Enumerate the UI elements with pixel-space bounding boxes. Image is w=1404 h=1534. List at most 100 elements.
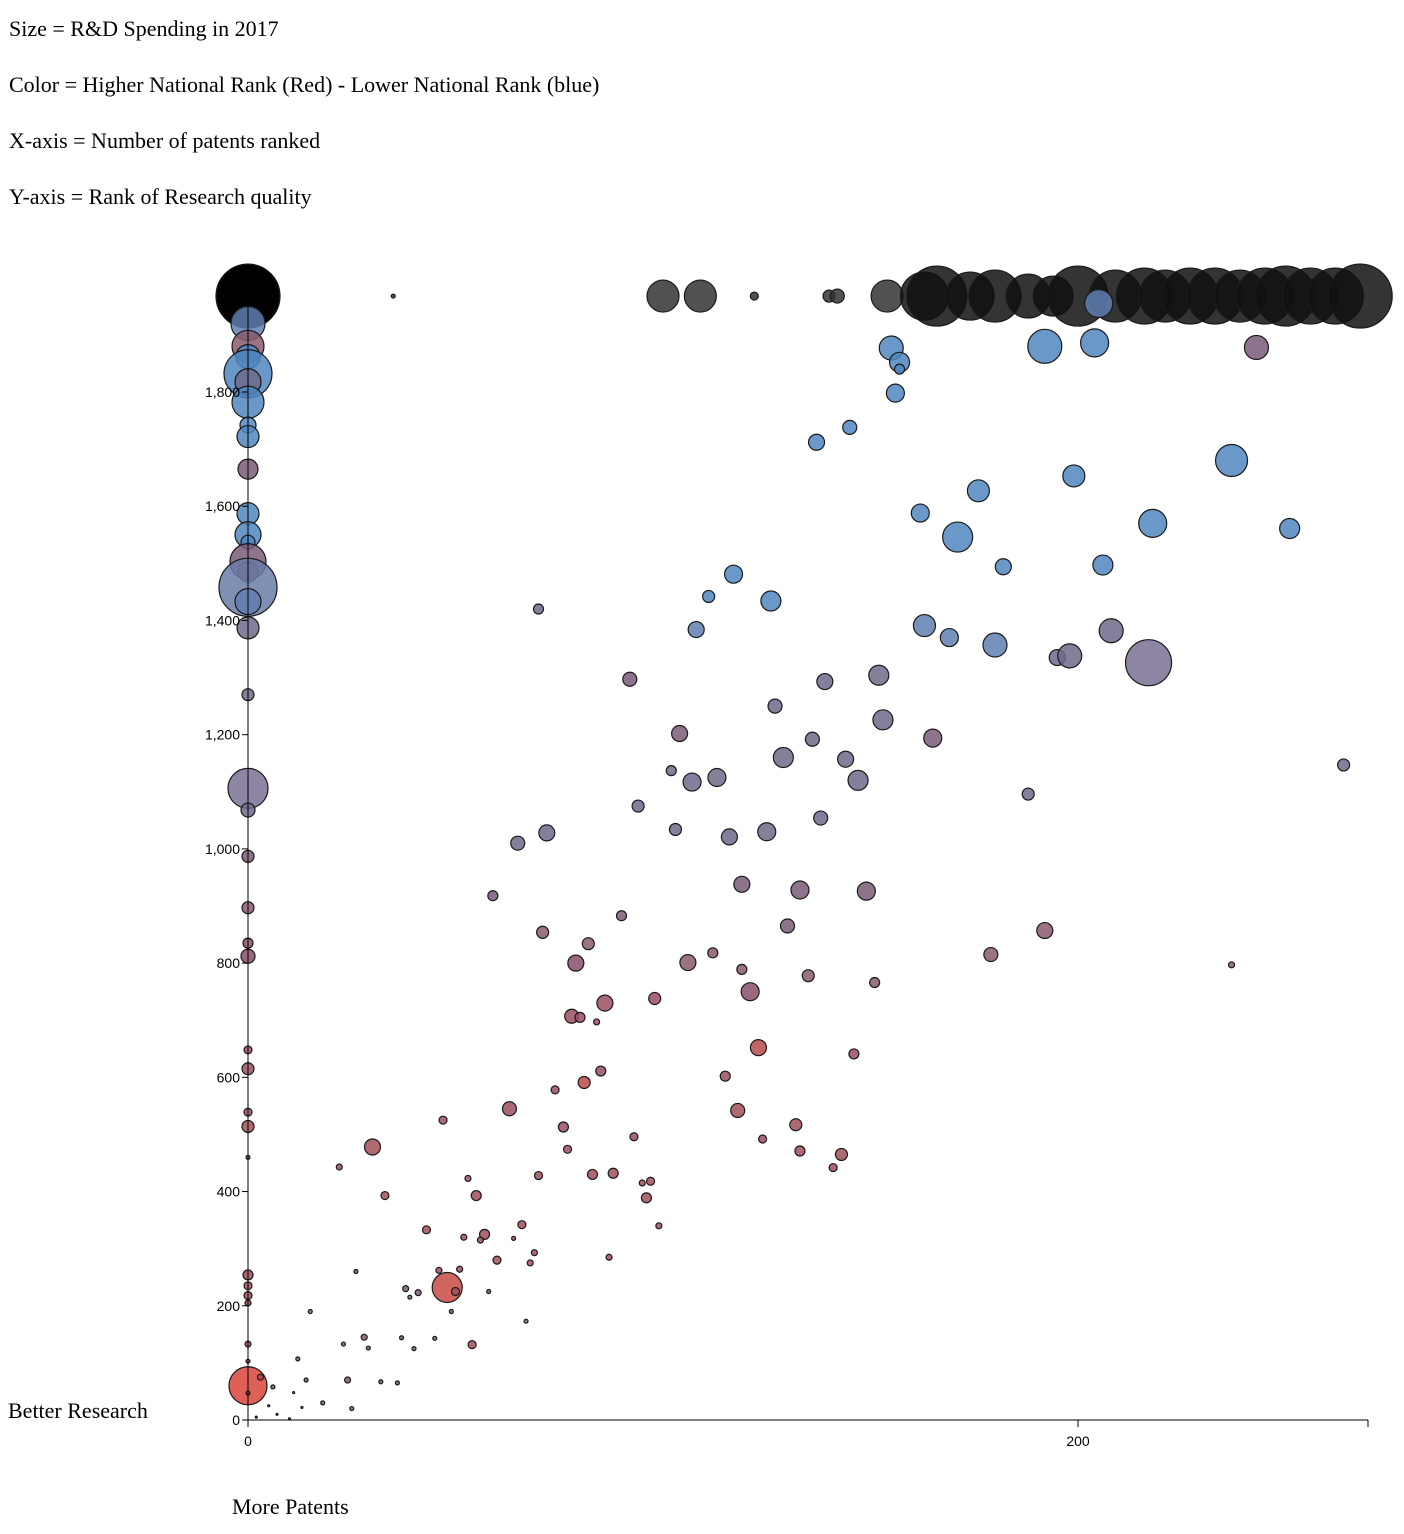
data-point[interactable] (487, 890, 499, 902)
data-point[interactable] (1021, 787, 1035, 801)
data-point[interactable] (719, 1070, 731, 1082)
data-point[interactable] (421, 1225, 432, 1235)
data-point[interactable] (557, 1121, 570, 1133)
data-point[interactable] (320, 1400, 326, 1406)
data-point[interactable] (577, 1075, 591, 1090)
data-point[interactable] (638, 1179, 646, 1187)
data-point[interactable] (523, 1318, 529, 1324)
data-point[interactable] (275, 1412, 279, 1416)
data-point[interactable] (1062, 464, 1086, 488)
data-point[interactable] (270, 1384, 276, 1390)
data-point[interactable] (807, 433, 826, 451)
data-point[interactable] (344, 1376, 352, 1384)
data-point[interactable] (789, 1118, 803, 1132)
data-point[interactable] (1214, 443, 1249, 478)
data-point[interactable] (300, 1405, 304, 1410)
data-point[interactable] (432, 1335, 438, 1341)
data-point[interactable] (394, 1380, 400, 1386)
data-point[interactable] (683, 279, 717, 313)
data-point[interactable] (360, 1333, 368, 1341)
data-point[interactable] (574, 1011, 586, 1023)
data-point[interactable] (1084, 288, 1114, 319)
data-point[interactable] (510, 1235, 517, 1241)
data-point[interactable] (607, 1167, 619, 1179)
data-point[interactable] (536, 925, 550, 939)
data-point[interactable] (1092, 554, 1114, 576)
data-point[interactable] (720, 828, 739, 846)
data-point[interactable] (794, 1145, 806, 1157)
data-point[interactable] (292, 1390, 296, 1395)
data-point[interactable] (1124, 639, 1173, 687)
data-point[interactable] (615, 910, 628, 922)
data-point[interactable] (467, 1340, 477, 1350)
data-point[interactable] (605, 1253, 613, 1261)
data-point[interactable] (435, 1266, 443, 1274)
data-point[interactable] (398, 1335, 405, 1341)
data-point[interactable] (665, 765, 677, 777)
data-point[interactable] (910, 503, 930, 523)
data-point[interactable] (596, 994, 614, 1012)
data-point[interactable] (1036, 921, 1054, 940)
data-point[interactable] (1227, 961, 1236, 969)
data-point[interactable] (847, 769, 869, 791)
data-point[interactable] (966, 479, 991, 503)
data-point[interactable] (303, 1377, 309, 1383)
data-point[interactable] (813, 810, 829, 826)
data-point[interactable] (733, 875, 751, 893)
data-point[interactable] (470, 1189, 482, 1202)
data-point[interactable] (856, 881, 876, 901)
data-point[interactable] (736, 963, 748, 975)
data-point[interactable] (567, 954, 585, 972)
data-point[interactable] (790, 880, 810, 900)
data-point[interactable] (923, 728, 943, 748)
data-point[interactable] (912, 613, 937, 638)
data-point[interactable] (749, 291, 759, 301)
data-point[interactable] (1079, 328, 1110, 358)
data-point[interactable] (586, 1168, 599, 1181)
data-point[interactable] (1138, 508, 1168, 538)
data-point[interactable] (256, 1373, 265, 1381)
data-point[interactable] (829, 288, 845, 304)
data-point[interactable] (870, 279, 904, 313)
data-point[interactable] (631, 799, 645, 813)
data-point[interactable] (365, 1345, 371, 1351)
data-point[interactable] (411, 1346, 417, 1352)
data-point[interactable] (349, 1405, 355, 1412)
data-point[interactable] (885, 383, 906, 403)
data-point[interactable] (595, 1065, 607, 1077)
data-point[interactable] (476, 1236, 484, 1244)
data-point[interactable] (363, 1138, 382, 1156)
data-point[interactable] (1057, 643, 1083, 669)
data-point[interactable] (335, 1163, 343, 1171)
data-point[interactable] (254, 1415, 258, 1419)
data-point[interactable] (646, 279, 680, 313)
data-point[interactable] (816, 672, 834, 691)
data-point[interactable] (842, 419, 858, 436)
data-point[interactable] (492, 1255, 502, 1265)
data-point[interactable] (772, 746, 794, 769)
data-point[interactable] (438, 1115, 448, 1125)
data-point[interactable] (655, 1222, 663, 1230)
data-point[interactable] (668, 822, 683, 837)
data-point[interactable] (730, 1102, 746, 1119)
data-point[interactable] (645, 1176, 656, 1186)
data-point[interactable] (340, 1341, 347, 1347)
data-point[interactable] (939, 627, 959, 648)
data-point[interactable] (390, 293, 396, 299)
data-point[interactable] (1243, 334, 1270, 361)
data-point[interactable] (622, 671, 638, 687)
data-point[interactable] (380, 1190, 390, 1201)
data-point[interactable] (478, 1228, 491, 1240)
data-point[interactable] (779, 918, 796, 934)
data-point[interactable] (828, 1162, 838, 1173)
data-point[interactable] (407, 1294, 413, 1300)
data-point[interactable] (501, 1101, 518, 1117)
data-point[interactable] (740, 982, 760, 1002)
data-point[interactable] (510, 835, 526, 851)
data-point[interactable] (629, 1132, 639, 1142)
data-point[interactable] (648, 991, 662, 1006)
data-point[interactable] (760, 590, 782, 612)
data-point[interactable] (707, 767, 727, 788)
data-point[interactable] (1279, 517, 1301, 540)
data-point[interactable] (402, 1285, 410, 1293)
